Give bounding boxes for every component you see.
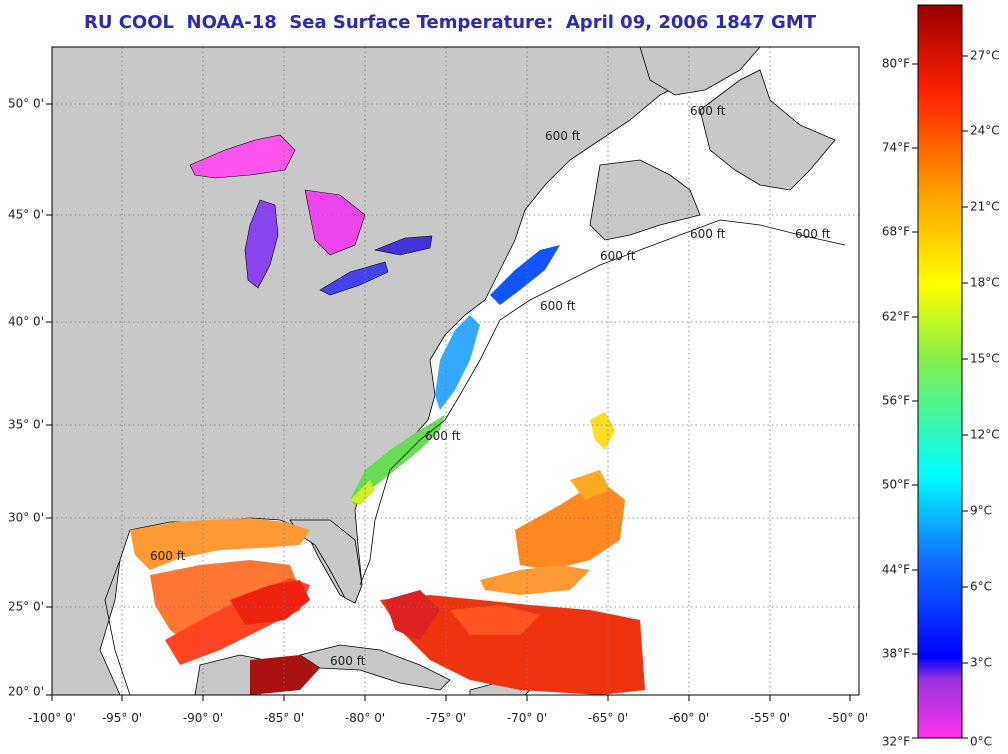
lake-superior [189, 134, 296, 179]
colorbar-c-label: 0°C [970, 735, 992, 749]
land-florida [289, 519, 363, 604]
colorbar-c-label: 27°C [970, 49, 1000, 63]
lon-label: -85° 0' [264, 711, 304, 725]
contour-label: 600 ft [690, 227, 726, 241]
colorbar-c-label: 3°C [970, 656, 992, 670]
lat-label: 45° 0' [8, 208, 44, 222]
colorbar: 80°F 74°F 68°F 62°F 56°F 50°F 44°F 38°F … [882, 4, 1000, 749]
sst-sargasso-3 [590, 412, 615, 450]
colorbar-f-label: 68°F [882, 225, 910, 239]
colorbar-f-label: 80°F [882, 57, 910, 71]
land-newfoundland [699, 69, 836, 191]
colorbar-f-label: 62°F [882, 310, 910, 324]
contour-label: 600 ft [690, 104, 726, 118]
lat-axis: 50° 0' 45° 0' 40° 0' 35° 0' 30° 0' 25° 0… [8, 97, 52, 699]
lon-label: -95° 0' [102, 711, 142, 725]
contour-label: 600 ft [425, 429, 461, 443]
sst-sargasso-4 [570, 470, 610, 500]
graticule [52, 47, 859, 695]
sst-bahamas [385, 590, 440, 640]
sst-gulf-north [130, 518, 310, 570]
lon-label: -75° 0' [426, 711, 466, 725]
colorbar-f-label: 38°F [882, 647, 910, 661]
sst-caribbean-dark [250, 655, 320, 695]
colorbar-gradient [917, 4, 963, 739]
land-cuba [299, 644, 451, 691]
colorbar-c-label: 18°C [970, 276, 1000, 290]
lat-label: 40° 0' [8, 315, 44, 329]
lon-label: -70° 0' [507, 711, 547, 725]
colorbar-f-label: 32°F [882, 735, 910, 749]
lon-axis: -100° 0' -95° 0' -90° 0' -85° 0' -80° 0'… [28, 695, 868, 725]
lon-label: -55° 0' [750, 711, 790, 725]
colorbar-f-label: 56°F [882, 394, 910, 408]
lake-ontario [373, 235, 433, 256]
colorbar-c-label: 24°C [970, 124, 1000, 138]
lon-label: -100° 0' [28, 711, 76, 725]
lat-label: 30° 0' [8, 511, 44, 525]
lat-label: 20° 0' [8, 685, 44, 699]
contour-label: 600 ft [795, 227, 831, 241]
colorbar-c-label: 15°C [970, 352, 1000, 366]
lon-label: -50° 0' [828, 711, 868, 725]
colorbar-c-label: 9°C [970, 504, 992, 518]
sst-carolinas [350, 415, 445, 505]
lon-label: -60° 0' [669, 711, 709, 725]
lat-label: 25° 0' [8, 600, 44, 614]
map-frame [51, 46, 860, 696]
colorbar-f-label: 44°F [882, 563, 910, 577]
sst-gulf-central [150, 560, 300, 645]
lat-label: 35° 0' [8, 418, 44, 432]
lake-huron [304, 189, 366, 256]
sst-gulf-loop [230, 580, 310, 625]
land-maritimes [589, 159, 701, 241]
contour-label: 600 ft [540, 299, 576, 313]
isobath-600ft [104, 219, 846, 695]
colorbar-f-label: 74°F [882, 141, 910, 155]
sst-georgia [350, 480, 375, 505]
sst-sargasso-5 [450, 605, 540, 635]
colorbar-c-label: 12°C [970, 428, 1000, 442]
contour-label: 600 ft [330, 654, 366, 668]
sst-gulf-of-maine [490, 245, 560, 305]
lat-label: 50° 0' [8, 97, 44, 111]
contour-label: 600 ft [600, 249, 636, 263]
sst-sargasso-1 [515, 480, 625, 570]
lake-erie [319, 261, 389, 296]
contour-label: 600 ft [545, 129, 581, 143]
sst-sargasso-2 [480, 565, 590, 595]
sst-mid-atlantic [435, 315, 480, 410]
colorbar-c-label: 21°C [970, 200, 1000, 214]
lon-label: -65° 0' [588, 711, 628, 725]
colorbar-f-label: 50°F [882, 478, 910, 492]
lon-label: -90° 0' [183, 711, 223, 725]
map-title: RU COOL NOAA-18 Sea Surface Temperature:… [83, 12, 817, 33]
lon-label: -80° 0' [345, 711, 385, 725]
lake-michigan [244, 199, 279, 289]
contour-label: 600 ft [150, 549, 186, 563]
land-labrador [639, 47, 761, 96]
colorbar-c-label: 6°C [970, 580, 992, 594]
